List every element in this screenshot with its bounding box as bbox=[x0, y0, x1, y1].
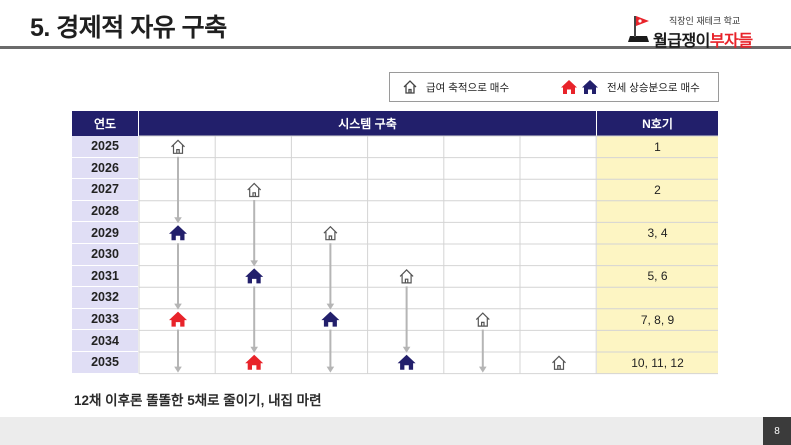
timeline-arrow bbox=[174, 243, 182, 310]
timeline-arrow bbox=[174, 156, 182, 224]
page-title: 5. 경제적 자유 구축 bbox=[30, 14, 227, 42]
timeline-arrow bbox=[402, 286, 411, 353]
house-navy-icon bbox=[582, 80, 598, 94]
legend-item-jeonse: 전세 상승분으로 매수 bbox=[560, 79, 700, 95]
year-cell: 2034 bbox=[72, 330, 138, 352]
timeline-arrow bbox=[174, 329, 182, 373]
header-n: N호기 bbox=[597, 111, 718, 136]
n-value-cell: 2 bbox=[654, 182, 661, 197]
house-red-icon bbox=[561, 80, 577, 94]
timeline-arrow bbox=[326, 329, 335, 373]
house-outline-icon bbox=[171, 139, 185, 154]
brand-subtitle: 직장인 재테크 학교 bbox=[669, 16, 741, 26]
year-cell: 2032 bbox=[72, 287, 138, 309]
timeline-arrow bbox=[250, 286, 258, 353]
brand-logo: 직장인 재테크 학교 월급쟁이부자들 bbox=[625, 12, 775, 50]
legend-label-jeonse: 전세 상승분으로 매수 bbox=[607, 81, 700, 94]
title-divider bbox=[0, 46, 791, 49]
slide-caption: 12채 이후론 똘똘한 5채로 줄이기, 내집 마련 bbox=[74, 393, 322, 408]
year-cell: 2035 bbox=[72, 352, 138, 374]
house-navy-icon bbox=[397, 354, 416, 370]
brand-name: 월급쟁이부자들 bbox=[653, 27, 753, 51]
legend-label-salary: 급여 축적으로 매수 bbox=[426, 81, 510, 94]
n-value-cell: 3, 4 bbox=[647, 226, 668, 241]
house-outline-icon bbox=[399, 269, 414, 284]
house-outline-icon bbox=[475, 312, 490, 327]
year-cell: 2033 bbox=[72, 308, 138, 331]
year-cell: 2027 bbox=[72, 179, 138, 201]
timeline-arrow bbox=[479, 329, 487, 373]
year-cell: 2028 bbox=[72, 200, 138, 223]
house-outline-icon bbox=[323, 225, 338, 241]
house-navy-icon bbox=[245, 268, 264, 284]
legend: 급여 축적으로 매수 전세 상승분으로 매수 bbox=[389, 72, 719, 102]
brand-name-highlight: 부자들 bbox=[709, 33, 753, 50]
header-system: 시스템 구축 bbox=[139, 111, 596, 136]
year-cell: 2031 bbox=[72, 265, 138, 288]
page-number: 8 bbox=[763, 417, 791, 445]
n-value-cell: 10, 11, 12 bbox=[631, 355, 684, 370]
house-red-icon bbox=[245, 354, 264, 370]
header-year: 연도 bbox=[72, 111, 138, 136]
table-gridlines bbox=[138, 135, 718, 375]
house-navy-icon bbox=[169, 225, 187, 241]
house-navy-icon bbox=[321, 311, 340, 327]
year-cell: 2029 bbox=[72, 222, 138, 244]
flag-icon bbox=[628, 16, 649, 42]
year-cell: 2030 bbox=[72, 244, 138, 266]
house-marks bbox=[169, 139, 566, 373]
footer-bar bbox=[0, 417, 791, 445]
n-value-cell: 5, 6 bbox=[647, 269, 668, 284]
timeline-arrow bbox=[250, 200, 258, 267]
n-column bbox=[597, 136, 718, 374]
year-cell: 2025 bbox=[72, 136, 138, 158]
n-value-cell: 1 bbox=[654, 139, 661, 154]
house-outline-icon bbox=[552, 355, 566, 370]
n-value-cell: 7, 8, 9 bbox=[640, 312, 675, 327]
timeline-arrow bbox=[326, 243, 335, 310]
legend-item-salary: 급여 축적으로 매수 bbox=[402, 79, 509, 95]
year-cell: 2026 bbox=[72, 157, 138, 180]
house-outline-icon bbox=[247, 182, 262, 198]
house-red-icon bbox=[169, 311, 187, 327]
brand-name-prefix: 월급쟁이 bbox=[653, 33, 710, 50]
house-outline-icon bbox=[403, 80, 417, 94]
